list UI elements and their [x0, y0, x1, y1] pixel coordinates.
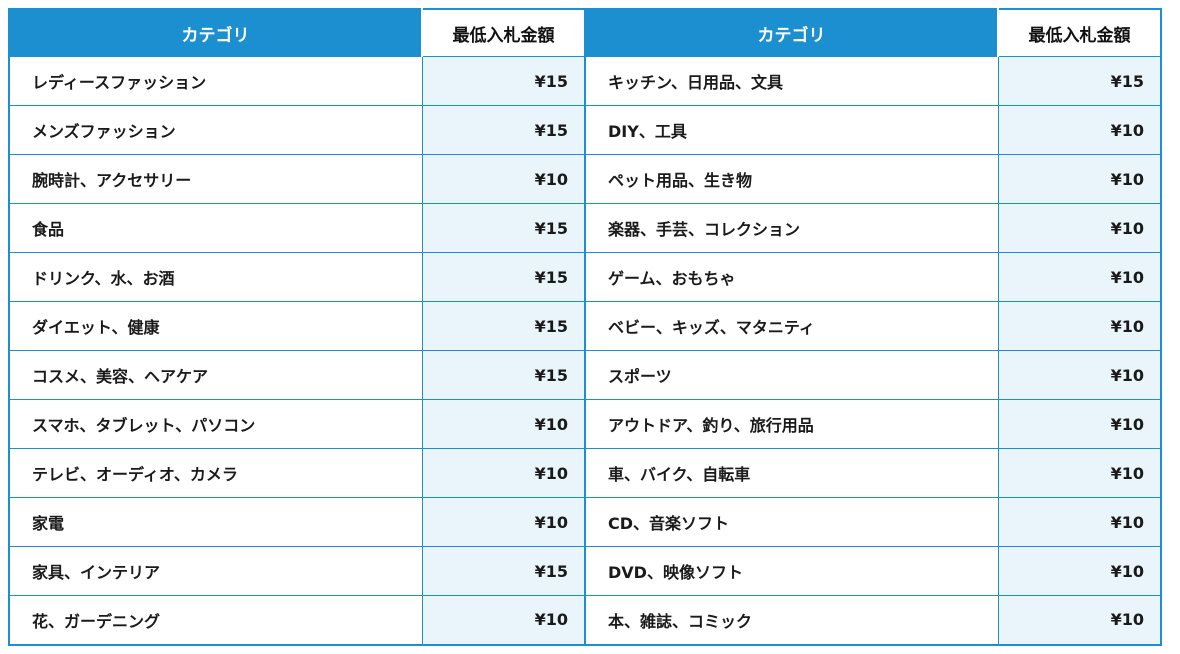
price-right: ¥10 [997, 203, 1162, 253]
price-left: ¥10 [421, 399, 586, 449]
price-left: ¥15 [421, 301, 586, 351]
category-left: レディースファッション [8, 56, 422, 106]
table-row: メンズファッション ¥15 DIY、工具 ¥10 [8, 105, 1162, 155]
price-right: ¥10 [997, 350, 1162, 400]
table-row: レディースファッション ¥15 キッチン、日用品、文具 ¥15 [8, 56, 1162, 106]
category-left: コスメ、美容、ヘアケア [8, 350, 422, 400]
category-right: ゲーム、おもちゃ [584, 252, 998, 302]
price-left: ¥10 [421, 497, 586, 547]
category-left: ダイエット、健康 [8, 301, 422, 351]
price-left: ¥15 [421, 105, 586, 155]
category-right: アウトドア、釣り、旅行用品 [584, 399, 998, 449]
category-left: スマホ、タブレット、パソコン [8, 399, 422, 449]
category-right: スポーツ [584, 350, 998, 400]
category-right: ペット用品、生き物 [584, 154, 998, 204]
price-right: ¥10 [997, 252, 1162, 302]
category-left: 家具、インテリア [8, 546, 422, 596]
price-left: ¥15 [421, 350, 586, 400]
price-right: ¥10 [997, 301, 1162, 351]
price-left: ¥15 [421, 56, 586, 106]
category-right: 車、バイク、自転車 [584, 448, 998, 498]
header-min-bid-left: 最低入札金額 [421, 8, 586, 57]
table-row: 家具、インテリア ¥15 DVD、映像ソフト ¥10 [8, 546, 1162, 596]
table-row: 花、ガーデニング ¥10 本、雑誌、コミック ¥10 [8, 595, 1162, 645]
category-right: 本、雑誌、コミック [584, 595, 998, 645]
category-right: ベビー、キッズ、マタニティ [584, 301, 998, 351]
category-left: 花、ガーデニング [8, 595, 422, 645]
table-row: コスメ、美容、ヘアケア ¥15 スポーツ ¥10 [8, 350, 1162, 400]
price-left: ¥10 [421, 595, 586, 645]
category-left: メンズファッション [8, 105, 422, 155]
category-left: 家電 [8, 497, 422, 547]
price-right: ¥15 [997, 56, 1162, 106]
category-left: 食品 [8, 203, 422, 253]
category-right: DVD、映像ソフト [584, 546, 998, 596]
price-left: ¥15 [421, 203, 586, 253]
price-left: ¥15 [421, 252, 586, 302]
table-row: ダイエット、健康 ¥15 ベビー、キッズ、マタニティ ¥10 [8, 301, 1162, 351]
header-row: カテゴリ 最低入札金額 カテゴリ 最低入札金額 [8, 8, 1162, 57]
table-row: 家電 ¥10 CD、音楽ソフト ¥10 [8, 497, 1162, 547]
category-left: 腕時計、アクセサリー [8, 154, 422, 204]
header-min-bid-right: 最低入札金額 [997, 8, 1162, 57]
table-row: ドリンク、水、お酒 ¥15 ゲーム、おもちゃ ¥10 [8, 252, 1162, 302]
price-right: ¥10 [997, 105, 1162, 155]
price-left: ¥10 [421, 154, 586, 204]
category-right: CD、音楽ソフト [584, 497, 998, 547]
price-right: ¥10 [997, 546, 1162, 596]
category-left: テレビ、オーディオ、カメラ [8, 448, 422, 498]
price-right: ¥10 [997, 497, 1162, 547]
table-row: 食品 ¥15 楽器、手芸、コレクション ¥10 [8, 203, 1162, 253]
price-right: ¥10 [997, 448, 1162, 498]
price-right: ¥10 [997, 154, 1162, 204]
table-row: 腕時計、アクセサリー ¥10 ペット用品、生き物 ¥10 [8, 154, 1162, 204]
min-bid-table: カテゴリ 最低入札金額 カテゴリ 最低入札金額 レディースファッション ¥15 … [8, 8, 1162, 646]
price-right: ¥10 [997, 595, 1162, 645]
header-category-left: カテゴリ [8, 8, 423, 57]
header-category-right: カテゴリ [584, 8, 999, 57]
category-right: キッチン、日用品、文具 [584, 56, 998, 106]
price-left: ¥15 [421, 546, 586, 596]
table-row: テレビ、オーディオ、カメラ ¥10 車、バイク、自転車 ¥10 [8, 448, 1162, 498]
price-right: ¥10 [997, 399, 1162, 449]
category-right: 楽器、手芸、コレクション [584, 203, 998, 253]
price-left: ¥10 [421, 448, 586, 498]
category-left: ドリンク、水、お酒 [8, 252, 422, 302]
table-row: スマホ、タブレット、パソコン ¥10 アウトドア、釣り、旅行用品 ¥10 [8, 399, 1162, 449]
category-right: DIY、工具 [584, 105, 998, 155]
